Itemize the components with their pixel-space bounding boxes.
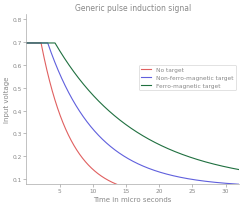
Non-ferro-magnetic target [62,81,65,84]
No target [62,123,65,125]
Non-ferro-magnetic target [233,183,236,185]
Line: No target: No target [26,44,239,196]
Non-ferro-magnetic target [106,143,109,146]
No target [116,183,119,186]
No target [106,179,109,181]
Ferro-magnetic target [49,42,52,45]
Y-axis label: Input voltage: Input voltage [4,77,10,123]
Non-ferro-magnetic target [25,42,28,45]
Legend: No target, Non-ferro-magnetic target, Ferro-magnetic target: No target, Non-ferro-magnetic target, Fe… [139,66,236,91]
X-axis label: Time in micro seconds: Time in micro seconds [94,196,172,202]
No target [25,42,28,45]
Ferro-magnetic target [237,169,240,171]
Title: Generic pulse induction signal: Generic pulse induction signal [75,4,191,13]
Line: Ferro-magnetic target: Ferro-magnetic target [26,44,239,170]
No target [49,85,52,87]
No target [210,195,213,197]
Non-ferro-magnetic target [116,151,119,153]
Non-ferro-magnetic target [49,51,52,53]
Non-ferro-magnetic target [210,181,213,183]
Ferro-magnetic target [62,56,65,59]
Ferro-magnetic target [25,42,28,45]
Ferro-magnetic target [116,117,119,119]
Non-ferro-magnetic target [237,183,240,186]
Line: Non-ferro-magnetic target: Non-ferro-magnetic target [26,44,239,184]
No target [237,195,240,198]
No target [233,195,236,198]
Ferro-magnetic target [106,109,109,112]
Ferro-magnetic target [210,163,213,165]
Ferro-magnetic target [233,168,236,170]
